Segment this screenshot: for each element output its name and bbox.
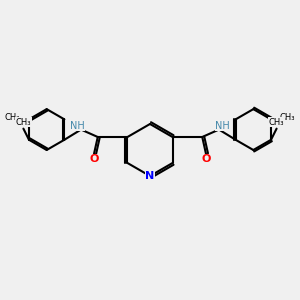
Text: CH₃: CH₃ [269,118,284,127]
Text: CH₃: CH₃ [4,113,20,122]
Text: NH: NH [70,121,85,131]
Text: N: N [146,171,154,181]
Text: O: O [89,154,99,164]
Text: NH: NH [215,121,230,131]
Text: CH₃: CH₃ [16,118,31,127]
Text: O: O [201,154,211,164]
Text: CH₃: CH₃ [280,113,296,122]
